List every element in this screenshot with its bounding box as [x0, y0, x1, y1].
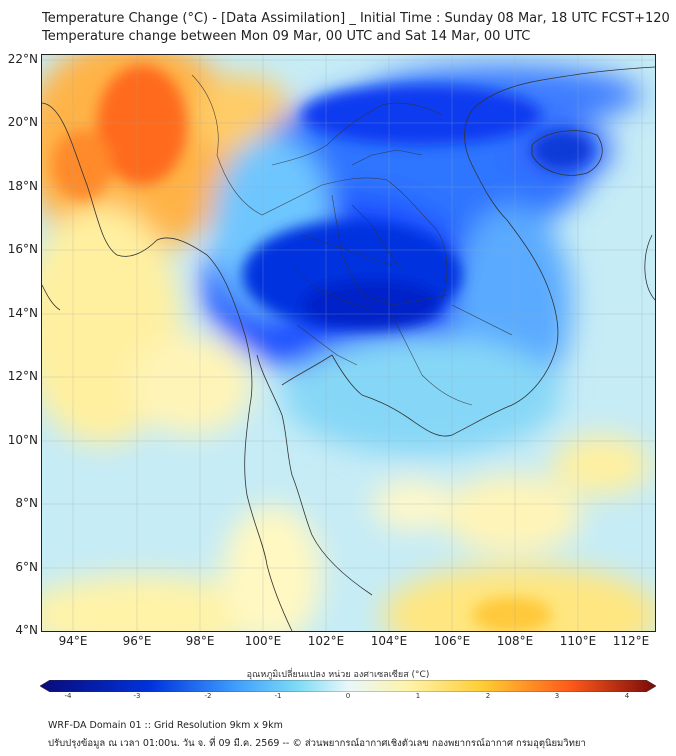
colorbar-tick: -2 [204, 692, 212, 700]
colorbar-tick: 0 [345, 692, 351, 700]
admin-borders [191, 74, 513, 406]
footer-update-info: ปรับปรุงข้อมูล ณ เวลา 01:00น. วัน จ. ที่… [48, 738, 586, 749]
colorbar [40, 680, 656, 692]
lon-label-106: 106°E [433, 634, 471, 648]
lon-label-110: 110°E [559, 634, 597, 648]
graticule [42, 55, 655, 631]
colorbar-tick: 4 [624, 692, 630, 700]
coastlines [42, 66, 655, 631]
lat-label-22: 22°N [7, 52, 38, 66]
colorbar-tick: -4 [64, 692, 72, 700]
lat-label-12: 12°N [7, 369, 38, 383]
colorbar-tick: -3 [133, 692, 141, 700]
lon-label-96: 96°E [122, 634, 152, 648]
colorbar-tick: 3 [554, 692, 560, 700]
lat-label-8: 8°N [15, 496, 38, 510]
colorbar-tick: -1 [274, 692, 282, 700]
lat-label-18: 18°N [7, 179, 38, 193]
lon-label-108: 108°E [496, 634, 534, 648]
title-line-1: Temperature Change (°C) - [Data Assimila… [42, 11, 670, 26]
colorbar-tick: 1 [415, 692, 421, 700]
lon-label-104: 104°E [370, 634, 408, 648]
temperature-field [42, 55, 655, 631]
lat-label-10: 10°N [7, 433, 38, 447]
lon-label-102: 102°E [307, 634, 345, 648]
map-canvas [42, 55, 655, 631]
lon-label-94: 94°E [58, 634, 88, 648]
lat-label-4: 4°N [15, 623, 38, 637]
lat-label-16: 16°N [7, 242, 38, 256]
map-title: Temperature Change (°C) - [Data Assimila… [42, 10, 670, 46]
footer-domain-info: WRF-DA Domain 01 :: Grid Resolution 9km … [48, 720, 283, 731]
lat-label-14: 14°N [7, 306, 38, 320]
lon-label-98: 98°E [185, 634, 215, 648]
colorbar-tick: 2 [485, 692, 491, 700]
lon-label-112: 112°E [612, 634, 650, 648]
colorbar-title: อุณหภูมิเปลี่ยนแปลง หน่วย องศาเซลเซียส (… [246, 670, 430, 680]
lat-label-6: 6°N [15, 560, 38, 574]
lon-label-100: 100°E [244, 634, 282, 648]
title-line-2: Temperature change between Mon 09 Mar, 0… [42, 29, 531, 44]
lat-label-20: 20°N [7, 115, 38, 129]
temperature-change-map[interactable] [41, 54, 656, 632]
